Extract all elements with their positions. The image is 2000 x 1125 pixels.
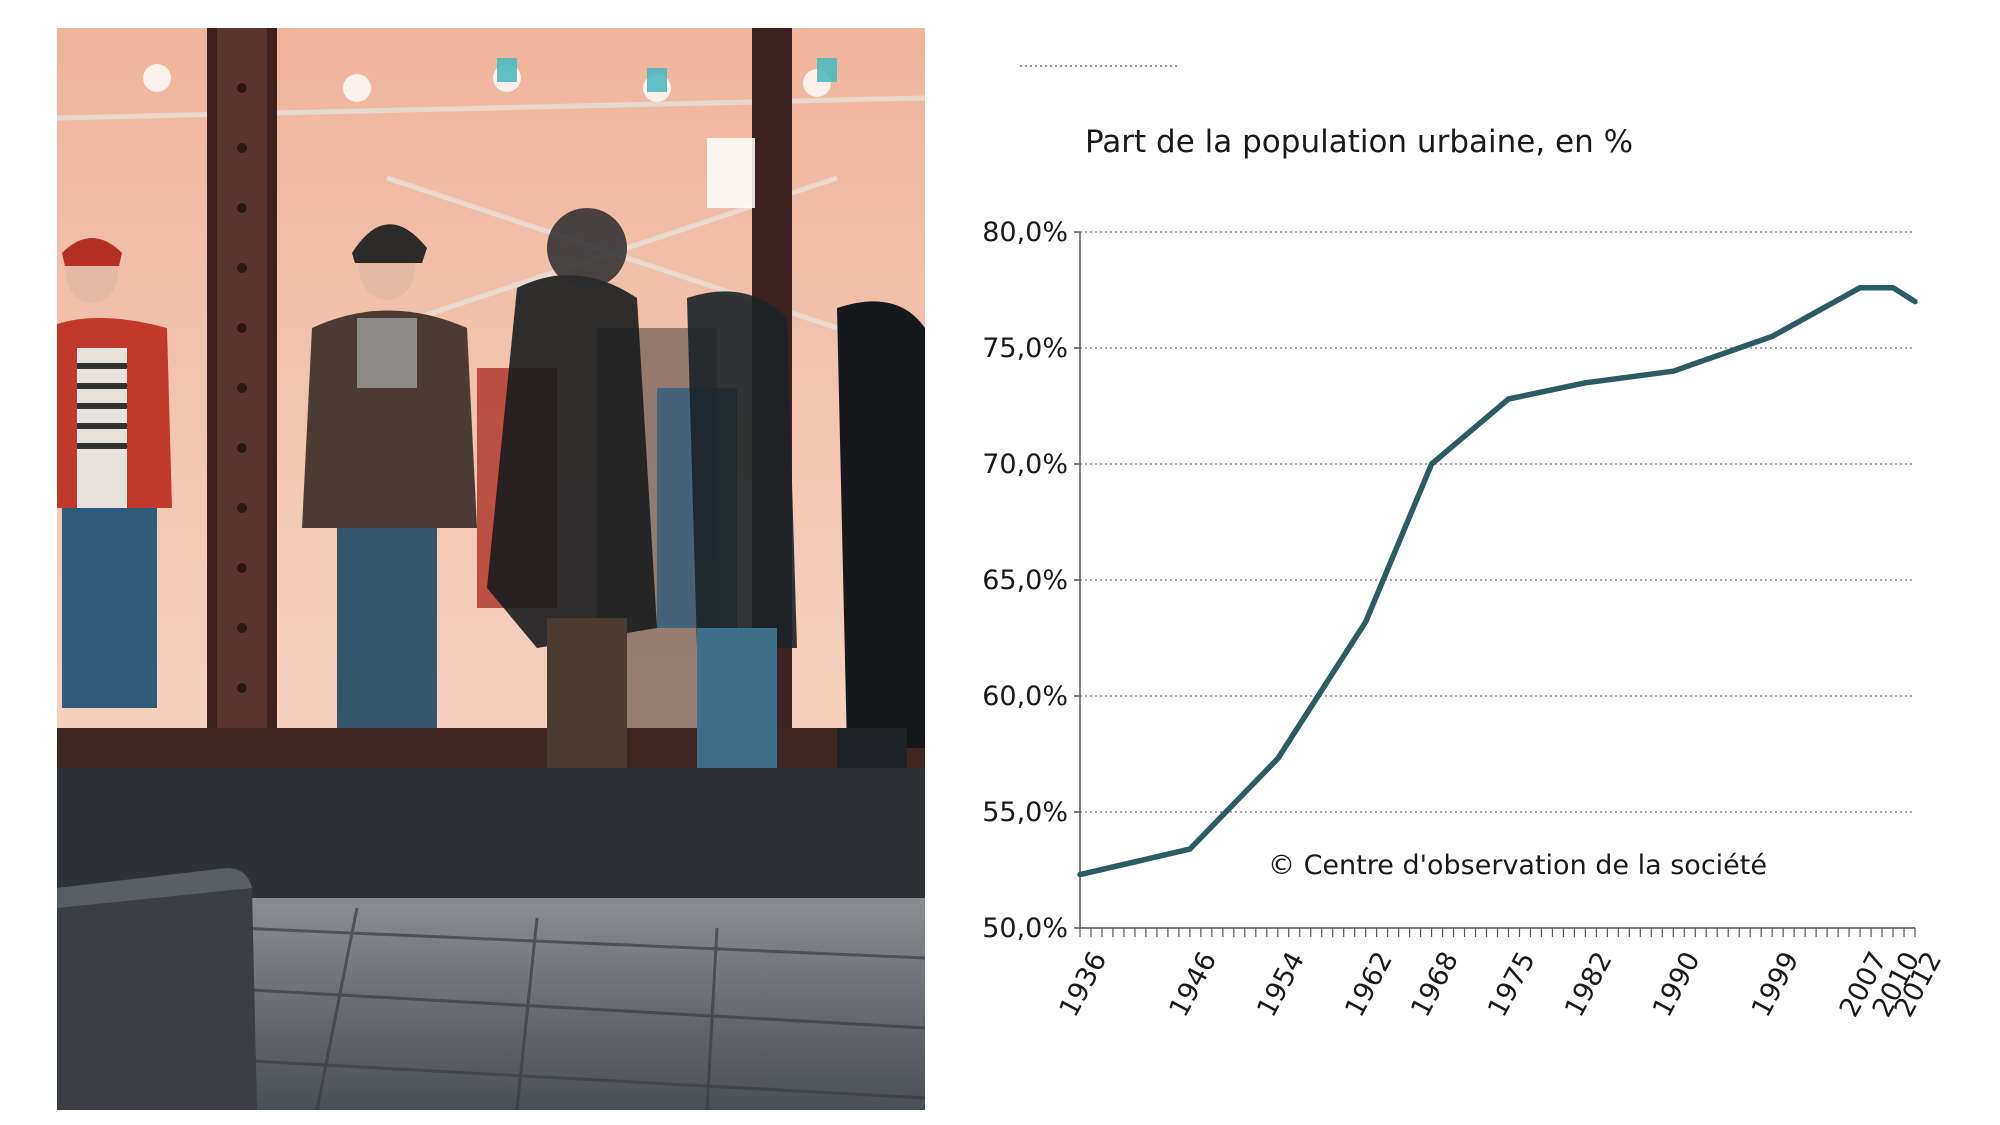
urban-population-chart: Part de la population urbaine, en % 50,0…: [930, 0, 2000, 1125]
y-tick-label: 70,0%: [982, 449, 1068, 480]
y-tick-label: 55,0%: [982, 797, 1068, 828]
y-tick-label: 75,0%: [982, 333, 1068, 364]
series-layer: [1077, 284, 1918, 878]
x-tick-labels: 1936 1946 1954 1962 1968 1975 1982 1990 1999 2007…: [1054, 947, 1949, 1022]
chart-title: Part de la population urbaine, en %: [1085, 124, 1633, 160]
gridlines: [1080, 231, 1915, 813]
storefront-photo: [57, 28, 925, 1110]
y-tick-label: 80,0%: [982, 217, 1068, 248]
x-tick-label: 1954: [1251, 947, 1311, 1022]
x-tick-label: 1936: [1054, 947, 1114, 1022]
y-tick-label: 65,0%: [982, 565, 1068, 596]
chart-canvas: Part de la population urbaine, en % 50,0…: [982, 65, 1949, 1022]
x-tick-label: 1982: [1559, 947, 1619, 1022]
copyright-annotation: © Centre d'observation de la société: [1268, 850, 1767, 881]
y-tick-label: 60,0%: [982, 681, 1068, 712]
x-tick-label: 1975: [1482, 947, 1542, 1022]
x-tick-label: 1962: [1339, 947, 1399, 1022]
y-tick-label: 50,0%: [982, 913, 1068, 944]
x-tick-label: 1990: [1647, 947, 1707, 1022]
y-tick-labels: 50,0% 55,0% 60,0% 65,0% 70,0% 75,0% 80,0%: [982, 217, 1068, 944]
axes: [1074, 231, 1916, 937]
storefront-photo-illustration: [57, 28, 925, 1110]
x-tick-label: 1946: [1163, 947, 1223, 1022]
x-tick-label: 1999: [1746, 947, 1806, 1022]
series-line-urban-population: [1077, 284, 1918, 878]
x-tick-label: 1968: [1405, 947, 1465, 1022]
